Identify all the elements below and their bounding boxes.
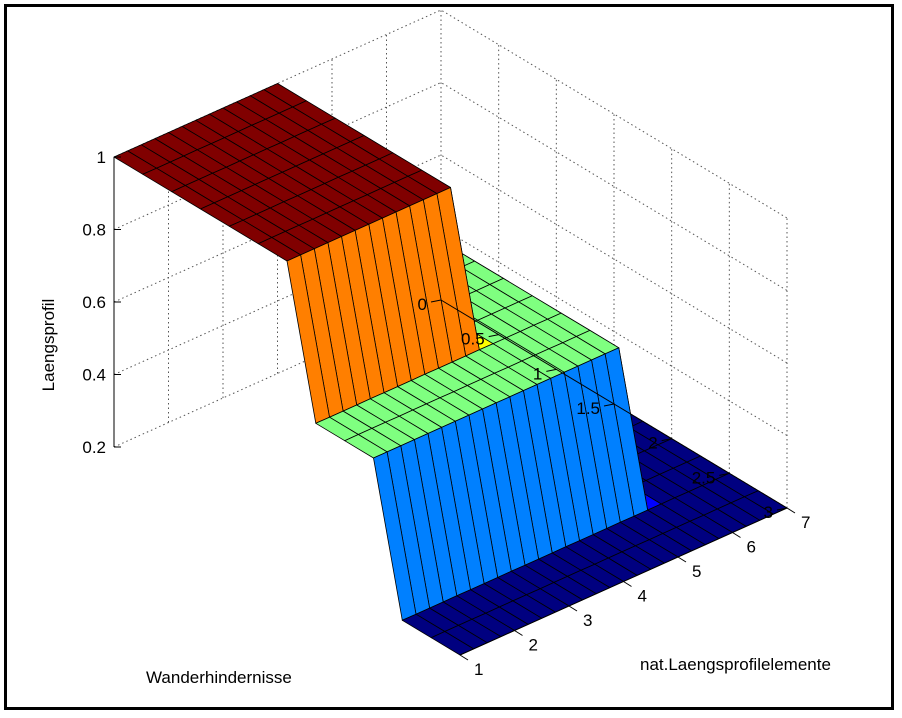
axes: 0 0.5 1 1.5 2 2.5 3 1 2 3 4 5 6 7 0.2 0.4 0.6 0.8 1	[82, 148, 810, 679]
y-axis-label: nat.Laengsprofilelemente	[640, 655, 831, 674]
x-tick-label: 2.5	[692, 468, 716, 487]
y-tick-label: 6	[747, 538, 756, 557]
x-tick	[546, 368, 557, 372]
y-tick	[459, 654, 469, 661]
z-tick-label: 0.8	[82, 221, 106, 240]
x-tick-label: 1.5	[576, 399, 600, 418]
y-tick	[786, 507, 796, 514]
surface	[113, 83, 788, 656]
x-tick-label: 1	[533, 364, 542, 383]
x-tick	[661, 438, 672, 442]
x-tick-label: 3	[764, 503, 773, 522]
x-axis-label: Wanderhindernisse	[146, 668, 292, 687]
y-tick	[514, 630, 523, 636]
x-tick-label: 0	[418, 295, 427, 314]
y-tick-label: 2	[529, 636, 538, 655]
axis-edge	[459, 507, 788, 656]
z-axis-label: Laengsprofil	[39, 299, 58, 392]
y-tick	[568, 605, 578, 612]
axis-edge	[440, 299, 788, 509]
y-tick-label: 3	[583, 611, 592, 630]
y-tick	[732, 532, 741, 538]
y-tick-label: 4	[638, 587, 647, 606]
x-tick	[430, 299, 442, 303]
figure-frame	[4, 4, 894, 710]
x-tick	[603, 403, 615, 407]
z-tick-label: 0.4	[82, 366, 106, 385]
z-tick-label: 1	[97, 148, 106, 167]
x-tick	[719, 472, 730, 476]
x-tick-label: 2	[648, 434, 657, 453]
z-tick-label: 0.6	[82, 293, 106, 312]
x-tick	[488, 334, 499, 338]
y-tick-label: 7	[801, 513, 810, 532]
y-tick	[623, 581, 632, 587]
x-tick-label: 0.5	[461, 330, 485, 349]
y-tick-label: 5	[692, 562, 701, 581]
y-tick	[677, 556, 687, 563]
y-tick-label: 1	[474, 660, 483, 679]
z-tick-label: 0.2	[82, 438, 106, 457]
